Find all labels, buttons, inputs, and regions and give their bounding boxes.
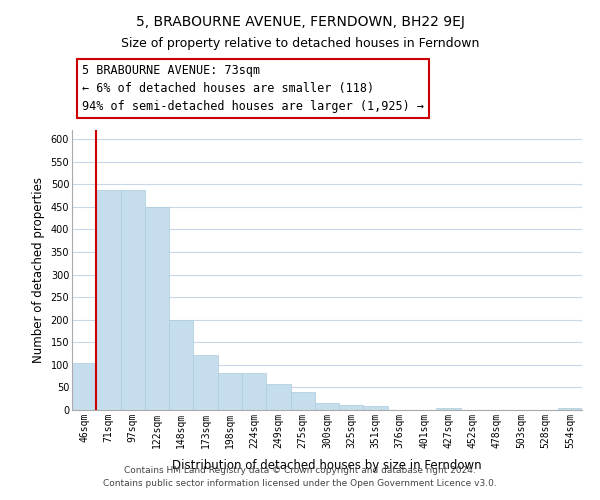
Y-axis label: Number of detached properties: Number of detached properties: [32, 177, 45, 363]
Text: 5 BRABOURNE AVENUE: 73sqm
← 6% of detached houses are smaller (118)
94% of semi-: 5 BRABOURNE AVENUE: 73sqm ← 6% of detach…: [82, 64, 424, 113]
Bar: [121, 190, 145, 410]
Bar: [558, 408, 582, 410]
Bar: [193, 355, 218, 410]
Bar: [96, 190, 121, 410]
Bar: [169, 320, 193, 410]
Bar: [242, 373, 266, 410]
X-axis label: Distribution of detached houses by size in Ferndown: Distribution of detached houses by size …: [172, 459, 482, 472]
Bar: [339, 406, 364, 410]
Text: Contains HM Land Registry data © Crown copyright and database right 2024.
Contai: Contains HM Land Registry data © Crown c…: [103, 466, 497, 487]
Text: 5, BRABOURNE AVENUE, FERNDOWN, BH22 9EJ: 5, BRABOURNE AVENUE, FERNDOWN, BH22 9EJ: [136, 15, 464, 29]
Bar: [315, 403, 339, 410]
Bar: [72, 363, 96, 410]
Bar: [266, 384, 290, 410]
Bar: [364, 406, 388, 410]
Bar: [436, 408, 461, 410]
Bar: [145, 207, 169, 410]
Bar: [218, 373, 242, 410]
Text: Size of property relative to detached houses in Ferndown: Size of property relative to detached ho…: [121, 38, 479, 51]
Bar: [290, 392, 315, 410]
